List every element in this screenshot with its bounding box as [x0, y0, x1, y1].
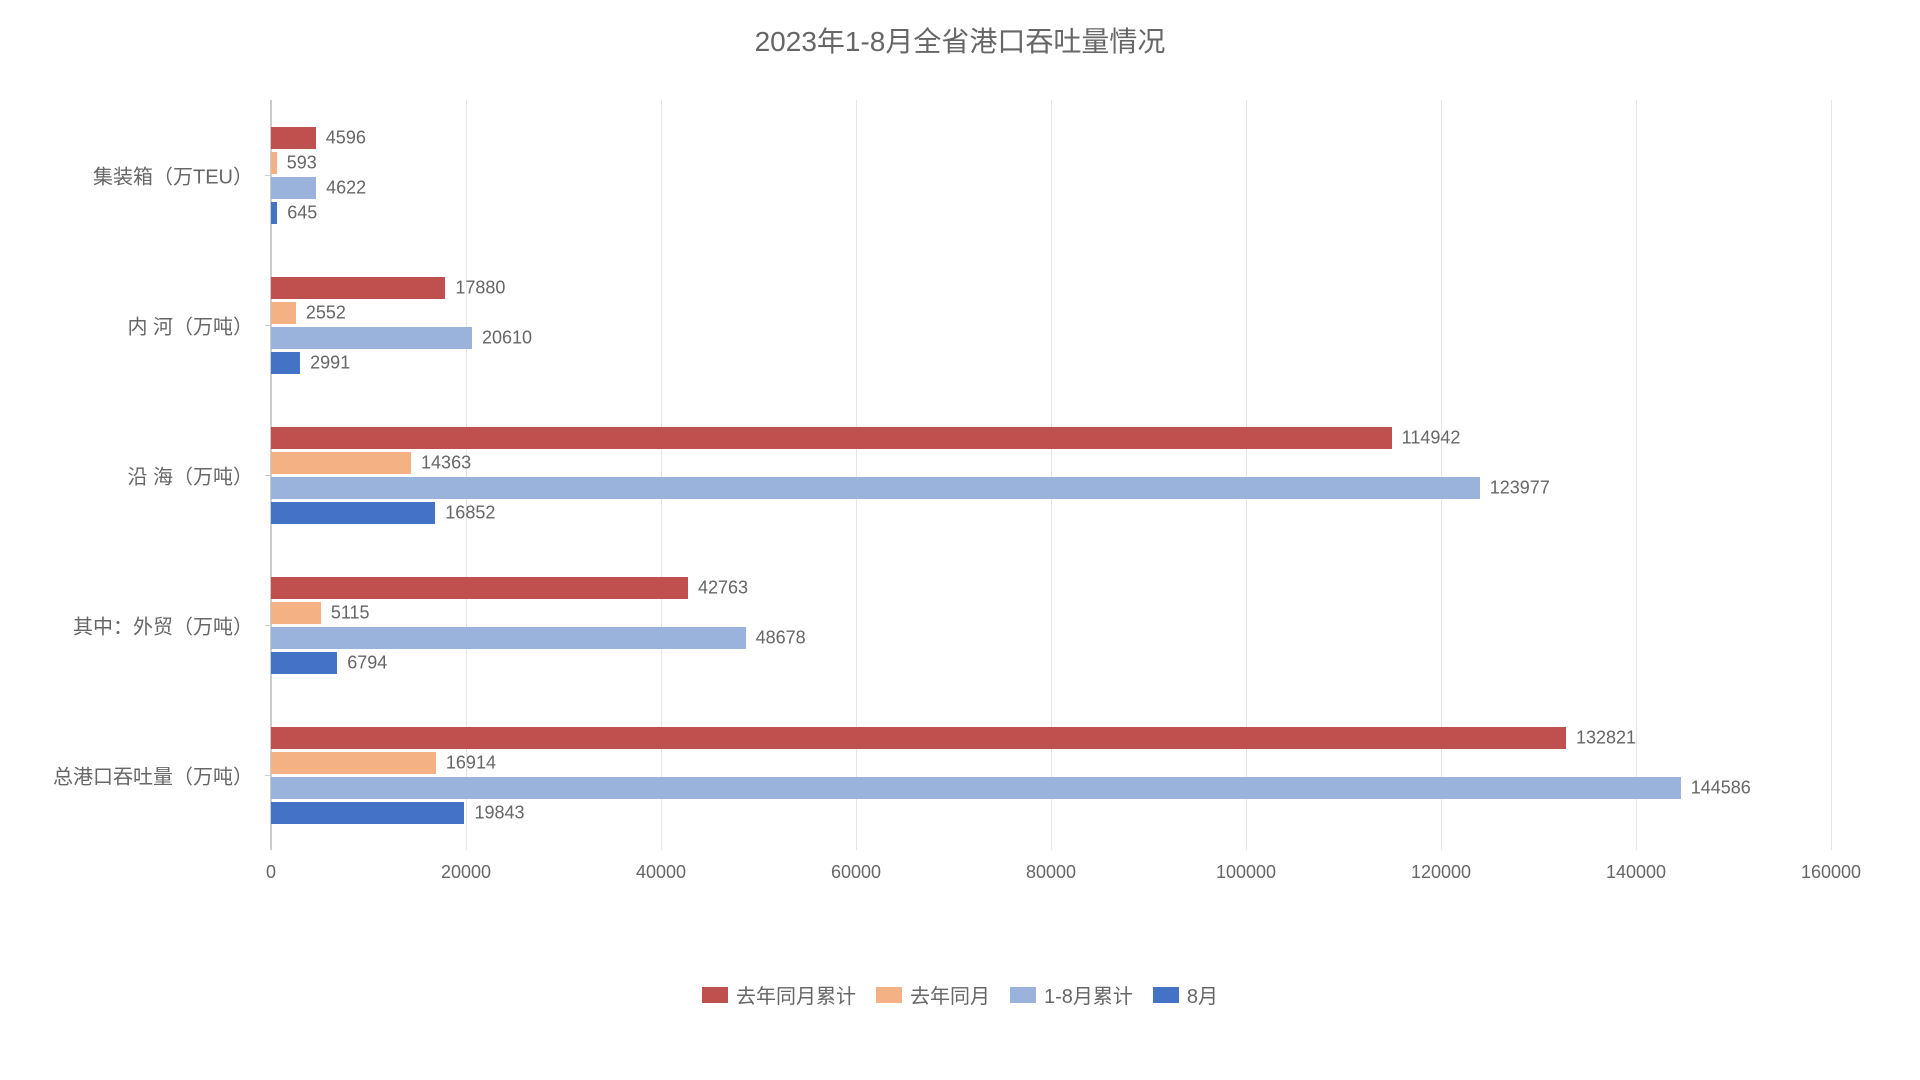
bar-value-label: 2552: [306, 302, 346, 323]
bar-value-label: 144586: [1691, 777, 1751, 798]
legend-label: 1-8月累计: [1044, 980, 1133, 1009]
legend-item: 8月: [1153, 980, 1218, 1009]
bar-value-label: 42763: [698, 577, 748, 598]
bar: [271, 202, 277, 224]
bar: [271, 152, 277, 174]
legend-item: 去年同月: [876, 980, 990, 1009]
bar: [271, 627, 746, 649]
x-tick-label: 80000: [1026, 862, 1076, 883]
x-tick-label: 20000: [441, 862, 491, 883]
bar-value-label: 593: [287, 152, 317, 173]
bar: [271, 602, 321, 624]
bar: [271, 127, 316, 149]
x-tick-label: 100000: [1216, 862, 1276, 883]
legend-swatch: [1010, 987, 1036, 1003]
bar-value-label: 5115: [331, 602, 370, 623]
chart-container: 2023年1-8月全省港口吞吐量情况 020000400006000080000…: [0, 0, 1920, 1080]
y-category-label: 其中：外贸（万吨）: [73, 611, 253, 640]
bar-value-label: 17880: [455, 277, 505, 298]
bar-value-label: 48678: [756, 627, 806, 648]
bar: [271, 302, 296, 324]
x-gridline: [1636, 100, 1637, 850]
bar: [271, 177, 316, 199]
bar: [271, 427, 1392, 449]
y-category-label: 沿 海（万吨）: [127, 461, 253, 490]
y-category-label: 总港口吞吐量（万吨）: [53, 761, 253, 790]
bar-value-label: 645: [287, 202, 317, 223]
bar: [271, 327, 472, 349]
bar: [271, 452, 411, 474]
bar: [271, 577, 688, 599]
legend-swatch: [876, 987, 902, 1003]
bar-value-label: 123977: [1490, 477, 1550, 498]
x-tick-label: 40000: [636, 862, 686, 883]
bar: [271, 502, 435, 524]
legend-label: 去年同月累计: [736, 980, 856, 1009]
bar-value-label: 6794: [347, 652, 387, 673]
bar-value-label: 2991: [310, 352, 350, 373]
chart-title: 2023年1-8月全省港口吞吐量情况: [0, 20, 1920, 60]
bar: [271, 477, 1480, 499]
x-gridline: [1831, 100, 1832, 850]
bar: [271, 802, 464, 824]
legend-item: 去年同月累计: [702, 980, 856, 1009]
y-category-label: 内 河（万吨）: [127, 311, 253, 340]
bar-value-label: 14363: [421, 452, 471, 473]
bar: [271, 727, 1566, 749]
bar: [271, 652, 337, 674]
legend-label: 8月: [1187, 980, 1218, 1009]
bar-value-label: 16852: [445, 502, 495, 523]
bar-value-label: 19843: [474, 802, 524, 823]
y-category-label: 集装箱（万TEU）: [93, 161, 253, 190]
bar-value-label: 16914: [446, 752, 496, 773]
bar-value-label: 132821: [1576, 727, 1636, 748]
x-tick-label: 140000: [1606, 862, 1666, 883]
legend-swatch: [702, 987, 728, 1003]
x-tick-label: 160000: [1801, 862, 1861, 883]
bar-value-label: 4596: [326, 127, 366, 148]
plot-area: 0200004000060000800001000001200001400001…: [270, 100, 1831, 850]
bar-value-label: 114942: [1402, 427, 1461, 448]
bar: [271, 352, 300, 374]
legend-swatch: [1153, 987, 1179, 1003]
bar-value-label: 20610: [482, 327, 532, 348]
x-tick-label: 60000: [831, 862, 881, 883]
x-tick-label: 0: [266, 862, 276, 883]
legend: 去年同月累计 去年同月 1-8月累计 8月: [0, 980, 1920, 1009]
bar: [271, 277, 445, 299]
legend-item: 1-8月累计: [1010, 980, 1133, 1009]
legend-label: 去年同月: [910, 980, 990, 1009]
x-tick-label: 120000: [1411, 862, 1471, 883]
bar: [271, 752, 436, 774]
bar-value-label: 4622: [326, 177, 366, 198]
bar: [271, 777, 1681, 799]
